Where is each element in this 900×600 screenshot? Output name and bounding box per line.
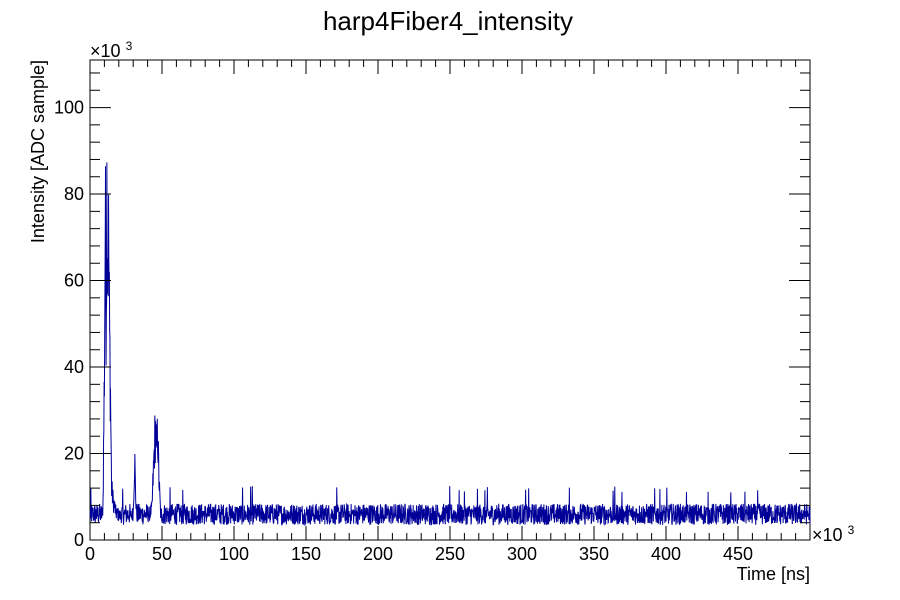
x-axis-label: Time [ns] xyxy=(737,564,810,584)
y-tick-label: 40 xyxy=(64,357,84,377)
chart-title: harp4Fiber4_intensity xyxy=(323,6,573,36)
y-exponent-power: 3 xyxy=(126,39,133,53)
x-tick-label: 250 xyxy=(435,544,465,564)
x-exponent-label: ×10 3 xyxy=(812,523,855,545)
x-tick-label: 50 xyxy=(152,544,172,564)
axis-layer: 0 50 100 150 200 250 300 350 400 450 0 20 40 60 80 100 xyxy=(54,60,810,564)
series-line xyxy=(89,162,811,526)
x-exponent-base: ×10 xyxy=(812,525,843,545)
y-tick-label: 20 xyxy=(64,444,84,464)
plot-frame xyxy=(89,59,811,541)
y-axis-label: Intensity [ADC sample] xyxy=(28,60,48,243)
y-tick-label: 60 xyxy=(64,271,84,291)
x-tick-label: 450 xyxy=(723,544,753,564)
x-exponent-power: 3 xyxy=(848,523,855,537)
y-tick-label: 100 xyxy=(54,98,84,118)
y-tick-label: 80 xyxy=(64,184,84,204)
y-exponent-label: ×10 3 xyxy=(90,39,133,61)
series-layer xyxy=(89,162,811,526)
y-tick-label: 0 xyxy=(74,530,84,550)
x-tick-label: 150 xyxy=(291,544,321,564)
x-tick-label: 400 xyxy=(651,544,681,564)
y-exponent-base: ×10 xyxy=(90,41,121,61)
x-tick-label: 0 xyxy=(85,544,95,564)
x-tick-label: 350 xyxy=(579,544,609,564)
x-tick-label: 100 xyxy=(219,544,249,564)
x-tick-label: 300 xyxy=(507,544,537,564)
x-tick-label: 200 xyxy=(363,544,393,564)
